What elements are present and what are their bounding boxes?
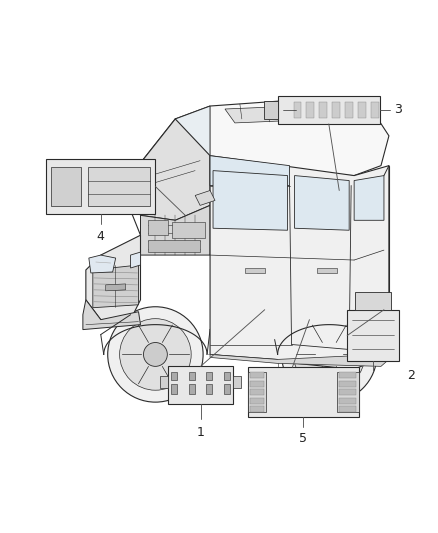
Polygon shape bbox=[233, 376, 241, 388]
Polygon shape bbox=[318, 268, 337, 273]
Circle shape bbox=[161, 379, 167, 385]
Polygon shape bbox=[347, 310, 399, 361]
Polygon shape bbox=[339, 406, 356, 412]
Polygon shape bbox=[355, 292, 391, 310]
Polygon shape bbox=[46, 159, 155, 214]
Text: 3: 3 bbox=[394, 103, 402, 117]
Circle shape bbox=[92, 312, 104, 324]
Polygon shape bbox=[339, 373, 356, 378]
Polygon shape bbox=[224, 384, 230, 394]
Polygon shape bbox=[213, 171, 288, 230]
Polygon shape bbox=[88, 167, 150, 206]
Circle shape bbox=[356, 297, 362, 303]
Polygon shape bbox=[332, 102, 340, 118]
Polygon shape bbox=[339, 389, 356, 395]
Polygon shape bbox=[371, 102, 379, 118]
Circle shape bbox=[293, 319, 365, 390]
Polygon shape bbox=[278, 96, 380, 124]
Polygon shape bbox=[358, 102, 366, 118]
Polygon shape bbox=[131, 252, 141, 268]
Polygon shape bbox=[345, 102, 353, 118]
Polygon shape bbox=[106, 284, 126, 291]
Polygon shape bbox=[307, 102, 314, 118]
Polygon shape bbox=[337, 373, 359, 412]
Polygon shape bbox=[210, 354, 389, 366]
Polygon shape bbox=[175, 106, 210, 171]
Text: 5: 5 bbox=[300, 432, 307, 445]
Polygon shape bbox=[206, 373, 212, 380]
Polygon shape bbox=[294, 175, 349, 230]
Polygon shape bbox=[195, 190, 215, 205]
Circle shape bbox=[294, 386, 302, 394]
Circle shape bbox=[268, 111, 274, 117]
Text: 1: 1 bbox=[197, 426, 205, 439]
Polygon shape bbox=[160, 376, 168, 388]
Polygon shape bbox=[250, 373, 264, 378]
Circle shape bbox=[234, 379, 240, 385]
Polygon shape bbox=[319, 102, 327, 118]
Circle shape bbox=[370, 297, 376, 303]
Polygon shape bbox=[354, 175, 384, 220]
Polygon shape bbox=[225, 105, 329, 123]
Polygon shape bbox=[248, 373, 266, 412]
Polygon shape bbox=[210, 156, 389, 369]
Circle shape bbox=[71, 160, 77, 166]
Circle shape bbox=[108, 307, 203, 402]
Circle shape bbox=[282, 307, 377, 402]
Text: 4: 4 bbox=[97, 230, 105, 243]
Polygon shape bbox=[131, 119, 210, 220]
Circle shape bbox=[61, 160, 67, 166]
Polygon shape bbox=[206, 384, 212, 394]
Polygon shape bbox=[89, 255, 116, 273]
Polygon shape bbox=[86, 235, 141, 320]
Polygon shape bbox=[51, 167, 81, 206]
Circle shape bbox=[350, 313, 356, 319]
Circle shape bbox=[390, 313, 396, 319]
Polygon shape bbox=[189, 384, 195, 394]
Polygon shape bbox=[148, 220, 168, 235]
Polygon shape bbox=[250, 406, 264, 412]
Polygon shape bbox=[189, 373, 195, 380]
Polygon shape bbox=[168, 366, 233, 404]
Polygon shape bbox=[224, 373, 230, 380]
Polygon shape bbox=[148, 240, 200, 252]
Polygon shape bbox=[339, 398, 356, 403]
Circle shape bbox=[390, 352, 396, 358]
Circle shape bbox=[268, 103, 274, 109]
Polygon shape bbox=[339, 381, 356, 387]
Text: 2: 2 bbox=[407, 369, 415, 382]
Polygon shape bbox=[250, 398, 264, 403]
Polygon shape bbox=[245, 268, 265, 273]
Circle shape bbox=[144, 343, 167, 366]
Polygon shape bbox=[175, 101, 389, 175]
Circle shape bbox=[318, 343, 341, 366]
Polygon shape bbox=[250, 389, 264, 395]
Polygon shape bbox=[248, 367, 359, 417]
Polygon shape bbox=[171, 373, 177, 380]
Polygon shape bbox=[171, 384, 177, 394]
Polygon shape bbox=[210, 156, 290, 185]
Polygon shape bbox=[93, 265, 138, 308]
Circle shape bbox=[350, 352, 356, 358]
Polygon shape bbox=[293, 102, 301, 118]
Polygon shape bbox=[83, 300, 141, 329]
Polygon shape bbox=[250, 381, 264, 387]
Polygon shape bbox=[264, 101, 278, 119]
Circle shape bbox=[384, 297, 390, 303]
Polygon shape bbox=[172, 222, 205, 238]
Polygon shape bbox=[141, 205, 210, 255]
Circle shape bbox=[120, 319, 191, 390]
